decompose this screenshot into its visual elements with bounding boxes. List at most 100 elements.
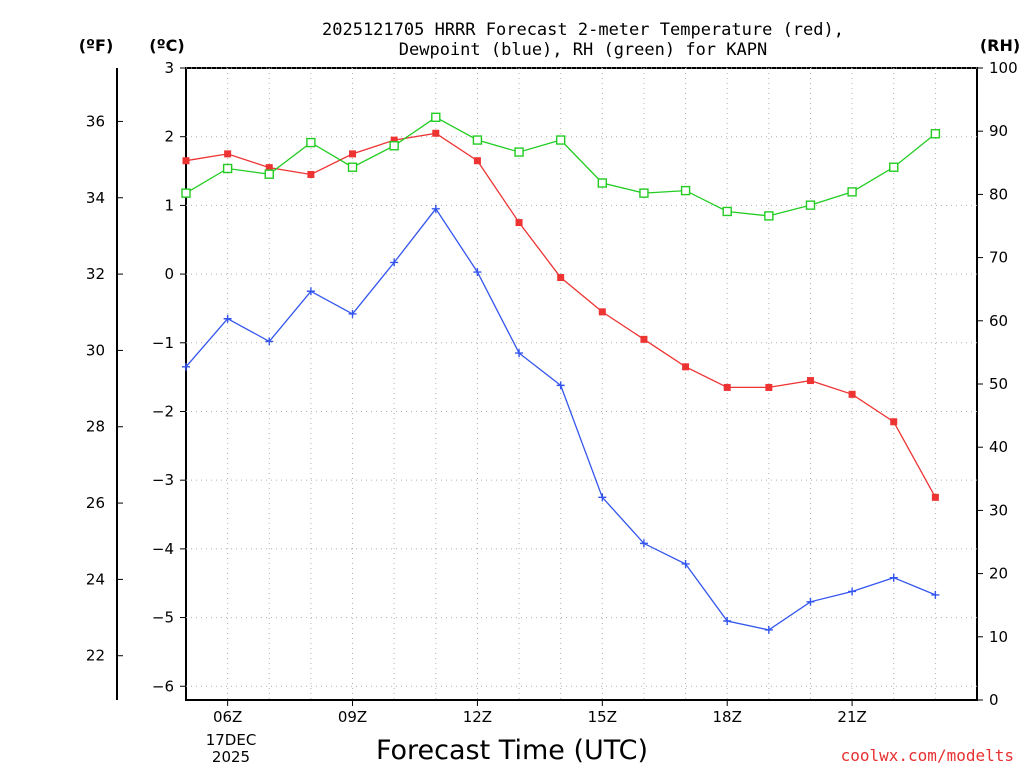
dewpoint-point — [848, 587, 857, 596]
rh-point — [347, 162, 358, 172]
temperature-point — [682, 363, 690, 371]
rh-point — [639, 188, 649, 198]
celsius-tick-label: 1 — [164, 196, 174, 214]
celsius-tick-label: −3 — [152, 471, 174, 489]
rh-point — [555, 135, 566, 145]
dewpoint-point — [639, 539, 648, 548]
dewpoint-point — [515, 349, 524, 358]
rh-point — [930, 129, 941, 139]
temperature-point — [515, 219, 523, 227]
temperature-point — [307, 170, 315, 178]
grid-lines — [186, 67, 977, 700]
celsius-tick-label: 2 — [164, 128, 174, 146]
celsius-tick-label: −2 — [152, 402, 174, 420]
rh-point — [680, 185, 691, 196]
rh-point — [597, 178, 608, 188]
chart-title-line-1: 2025121705 HRRR Forecast 2-meter Tempera… — [322, 20, 844, 40]
x-tick-label: 09Z — [338, 708, 367, 726]
rh-unit-label: (RH) — [980, 36, 1020, 55]
celsius-unit-label: (ºC) — [149, 36, 184, 55]
fahrenheit-tick-label: 36 — [86, 112, 105, 130]
fahrenheit-tick-label: 28 — [86, 418, 105, 436]
rh-series — [181, 112, 941, 221]
rh-tick-label: 30 — [989, 501, 1008, 519]
rh-point — [847, 187, 857, 197]
celsius-tick-label: −1 — [152, 334, 174, 352]
dewpoint-point — [473, 268, 482, 277]
fahrenheit-tick-label: 26 — [86, 494, 105, 512]
fahrenheit-tick-label: 22 — [86, 647, 105, 665]
x-tick-label: 18Z — [713, 708, 742, 726]
temperature-point — [432, 129, 440, 137]
fahrenheit-tick-label: 24 — [86, 570, 105, 588]
rh-point — [805, 200, 816, 210]
temperature-point — [806, 377, 814, 385]
dewpoint-line — [185, 207, 936, 631]
temperature-point — [349, 150, 357, 158]
x-tick-label: 15Z — [588, 708, 617, 726]
rh-point — [222, 163, 233, 174]
temperature-point — [931, 493, 939, 501]
fahrenheit-tick-label: 32 — [86, 265, 105, 283]
rh-line — [185, 116, 936, 217]
rh-point — [181, 188, 191, 198]
celsius-tick-label: 0 — [164, 265, 174, 283]
rh-point — [264, 169, 274, 179]
temperature-point — [473, 157, 481, 165]
dewpoint-point — [723, 617, 732, 625]
temperature-series — [182, 129, 939, 501]
rh-tick-label: 60 — [989, 312, 1008, 330]
rh-point — [472, 135, 483, 145]
site-credit: coolwx.com/modelts — [841, 746, 1014, 765]
x-tick-label: 12Z — [463, 708, 492, 726]
fahrenheit-tick-label: 30 — [86, 341, 105, 359]
dewpoint-point — [182, 362, 190, 371]
dewpoint-point — [764, 625, 773, 634]
temperature-point — [890, 418, 898, 426]
rh-point — [722, 206, 732, 217]
rh-point — [889, 162, 899, 172]
celsius-tick-label: 3 — [164, 59, 174, 77]
temperature-point — [598, 308, 606, 316]
fahrenheit-unit-label: (ºF) — [79, 36, 114, 55]
temperature-point — [265, 164, 273, 172]
date-label-day: 17DEC — [206, 731, 257, 749]
temperature-point — [848, 390, 856, 398]
dewpoint-point — [598, 493, 607, 502]
temperature-point — [182, 157, 190, 165]
dewpoint-point — [806, 597, 815, 606]
dewpoint-point — [889, 573, 898, 582]
celsius-tick-label: −4 — [152, 540, 174, 558]
dewpoint-series — [182, 204, 940, 634]
rh-tick-label: 100 — [989, 59, 1018, 77]
dewpoint-point — [390, 258, 399, 267]
rh-tick-label: 80 — [989, 185, 1008, 203]
celsius-tick-label: −5 — [152, 609, 174, 627]
dewpoint-point — [556, 381, 565, 390]
dewpoint-point — [265, 337, 274, 346]
rh-tick-label: 20 — [989, 565, 1008, 583]
x-axis-label: Forecast Time (UTC) — [376, 735, 648, 766]
data-series — [181, 112, 941, 634]
temperature-point — [224, 150, 232, 158]
chart-title-line-2: Dewpoint (blue), RH (green) for KAPN — [399, 40, 767, 60]
temperature-point — [723, 383, 731, 391]
rh-point — [431, 112, 441, 122]
dewpoint-point — [306, 287, 315, 296]
plot-frame — [185, 67, 978, 701]
date-label-year: 2025 — [212, 748, 250, 766]
x-tick-label: 06Z — [213, 708, 242, 726]
temperature-point — [390, 136, 398, 144]
rh-point — [514, 147, 524, 157]
rh-tick-label: 40 — [989, 438, 1008, 456]
temperature-line — [185, 132, 936, 498]
rh-point — [306, 137, 316, 148]
temperature-point — [640, 335, 648, 343]
temperature-point — [557, 274, 565, 282]
dewpoint-point — [681, 559, 690, 568]
temperature-point — [765, 383, 773, 391]
dewpoint-point — [431, 204, 440, 213]
axis-ticks: 06Z 09Z 12Z 15Z 18Z 21Z3210−1−2−3−4−5−6363432… — [86, 59, 1018, 726]
rh-tick-label: 90 — [989, 122, 1008, 140]
